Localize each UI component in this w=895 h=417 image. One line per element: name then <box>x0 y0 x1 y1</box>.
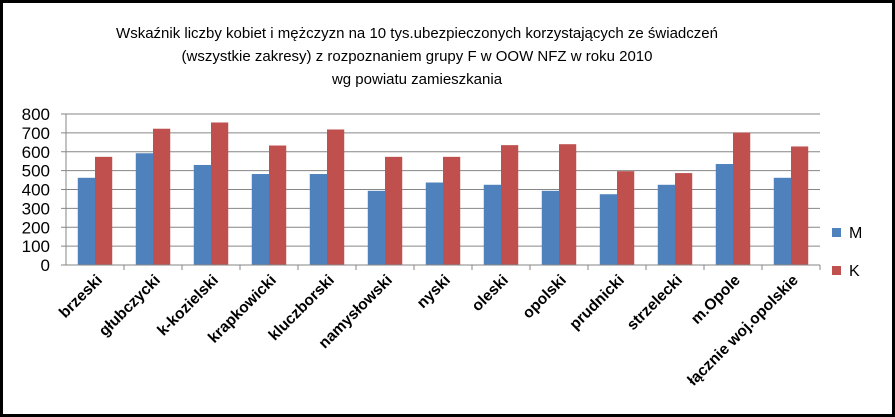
y-tick-label: 800 <box>22 105 50 124</box>
bar-m-2 <box>135 153 153 265</box>
legend-swatch-m <box>832 228 841 237</box>
bar-m-10 <box>599 194 617 265</box>
bar-k-1 <box>95 156 113 265</box>
x-tick-label: nyski <box>414 272 454 312</box>
chart-title-line-3: wg powiatu zamieszkania <box>331 71 503 88</box>
bar-k-10 <box>617 171 635 265</box>
y-tick-label: 0 <box>41 256 50 275</box>
bar-m-11 <box>657 184 675 265</box>
bar-k-8 <box>501 145 519 265</box>
chart-title-line-2: (wszystkie zakresy) z rozpoznaniem grupy… <box>182 48 653 65</box>
bar-m-5 <box>309 174 327 265</box>
bar-m-8 <box>483 184 501 265</box>
bar-k-4 <box>269 145 287 265</box>
x-tick-label: brzeski <box>56 272 106 322</box>
bar-k-12 <box>733 132 751 265</box>
legend: MK <box>832 225 862 280</box>
chart-title: Wskaźnik liczby kobiet i mężczyzn na 10 … <box>116 25 718 88</box>
bar-k-6 <box>385 156 403 265</box>
bar-k-7 <box>443 156 461 265</box>
legend-label-m: M <box>849 225 862 242</box>
x-tick-label: prudnicki <box>566 272 627 333</box>
bar-m-4 <box>251 174 269 265</box>
y-tick-label: 100 <box>22 237 50 256</box>
y-tick-label: 600 <box>22 143 50 162</box>
y-tick-label: 200 <box>22 218 50 237</box>
bar-k-2 <box>153 128 171 265</box>
legend-label-k: K <box>849 263 860 280</box>
bar-m-3 <box>193 164 211 265</box>
y-tick-label: 700 <box>22 124 50 143</box>
x-tick-label: głubczycki <box>96 272 164 340</box>
bar-k-13 <box>791 146 809 265</box>
bar-m-7 <box>425 182 443 265</box>
x-tick-label: oleski <box>469 272 512 315</box>
y-tick-label: 500 <box>22 162 50 181</box>
bar-m-6 <box>367 190 385 265</box>
x-tick-label: opolski <box>519 272 569 322</box>
x-tick-label: strzelecki <box>624 272 686 334</box>
bar-k-5 <box>327 129 345 265</box>
bar-k-11 <box>675 173 693 265</box>
bar-m-12 <box>715 164 733 265</box>
legend-swatch-k <box>832 266 841 275</box>
chart: Wskaźnik liczby kobiet i mężczyzn na 10 … <box>22 25 863 390</box>
y-tick-label: 400 <box>22 181 50 200</box>
bar-m-13 <box>773 177 791 265</box>
bar-m-9 <box>541 190 559 265</box>
bars <box>77 122 809 266</box>
x-tick-label: łącznie woj.opolskie <box>684 272 802 390</box>
x-axis-tick-labels: brzeskigłubczyckik-kozielskikrapkowickik… <box>56 272 802 390</box>
axes <box>61 113 821 270</box>
bar-k-9 <box>559 144 577 265</box>
x-tick-label: m.Opole <box>688 272 744 328</box>
chart-title-line-1: Wskaźnik liczby kobiet i mężczyzn na 10 … <box>116 25 718 42</box>
y-tick-label: 300 <box>22 199 50 218</box>
bar-k-3 <box>211 122 229 266</box>
bar-m-1 <box>77 177 95 265</box>
